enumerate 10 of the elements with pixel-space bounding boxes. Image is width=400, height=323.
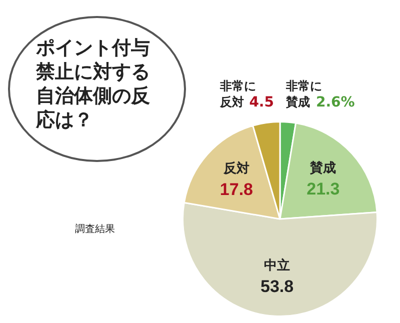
data-label: 17.8	[220, 180, 254, 199]
data-label: 21.3	[306, 179, 340, 198]
data-label: 2.6%	[316, 94, 355, 110]
data-label: 4.5	[249, 94, 274, 110]
data-label: 53.8	[260, 276, 294, 296]
chart-title: ポイント付与禁止に対する自治体側の反応は？	[36, 36, 151, 132]
slice-label: 賛成	[309, 160, 336, 176]
slice-label: 反対	[222, 160, 250, 177]
slice-label: 中立	[264, 258, 290, 274]
text: 調査結果	[75, 222, 115, 236]
